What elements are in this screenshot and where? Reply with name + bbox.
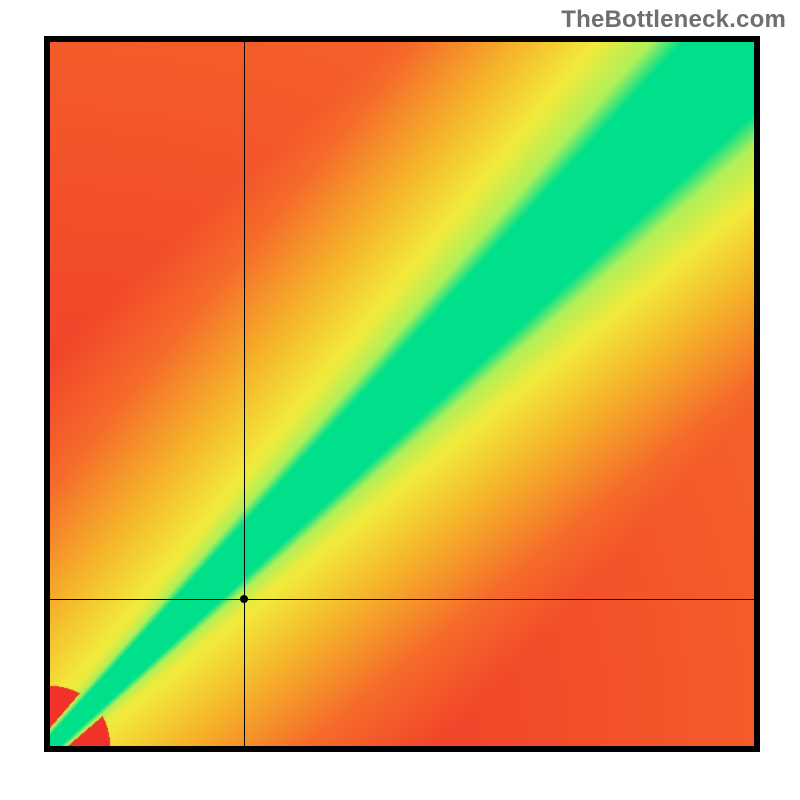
- plot-frame: [44, 36, 760, 752]
- heatmap-canvas: [50, 42, 754, 746]
- watermark-text: TheBottleneck.com: [561, 6, 786, 34]
- stage: TheBottleneck.com: [0, 0, 800, 800]
